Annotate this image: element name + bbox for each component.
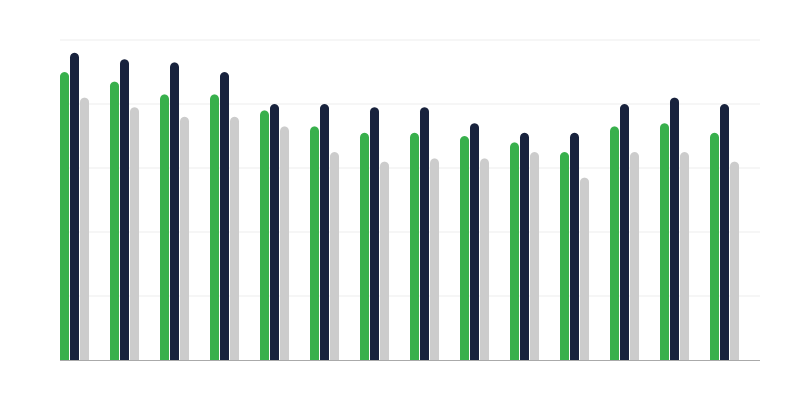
bar-series-1-6 — [310, 126, 319, 360]
bar-series-2-6 — [320, 104, 329, 360]
bar-series-3-14 — [730, 161, 739, 360]
bar-series-1-5 — [260, 110, 269, 360]
bar-series-2-10 — [520, 132, 529, 360]
bar-series-1-9 — [460, 136, 469, 360]
bar-series-2-5 — [270, 104, 279, 360]
bar-series-1-13 — [660, 123, 669, 360]
bar-series-1-3 — [160, 94, 169, 361]
bar-series-3-11 — [580, 177, 589, 360]
bar-series-3-9 — [480, 158, 489, 360]
bar-series-3-6 — [330, 152, 339, 360]
bar-series-2-3 — [170, 62, 179, 361]
bar-series-1-4 — [210, 94, 219, 361]
bar-series-2-13 — [670, 97, 679, 360]
bar-series-2-2 — [120, 59, 129, 360]
bar-series-2-4 — [220, 72, 229, 360]
bar-series-1-11 — [560, 152, 569, 360]
bar-series-2-12 — [620, 104, 629, 360]
bar-series-3-13 — [680, 152, 689, 360]
bar-series-1-8 — [410, 132, 419, 360]
bar-series-2-7 — [370, 107, 379, 360]
bar-series-3-1 — [80, 97, 89, 360]
bar-series-3-4 — [230, 116, 239, 360]
bar-series-3-7 — [380, 161, 389, 360]
bar-series-3-5 — [280, 126, 289, 360]
bar-series-3-12 — [630, 152, 639, 360]
bar-series-1-1 — [60, 72, 69, 360]
bar-series-1-7 — [360, 132, 369, 360]
bar-series-1-12 — [610, 126, 619, 360]
bar-series-2-11 — [570, 132, 579, 360]
bar-series-3-2 — [130, 107, 139, 360]
bar-series-2-8 — [420, 107, 429, 360]
bar-series-3-10 — [530, 152, 539, 360]
bar-series-1-10 — [510, 142, 519, 360]
bar-series-2-14 — [720, 104, 729, 360]
bar-series-3-8 — [430, 158, 439, 360]
bar-series-3-3 — [180, 116, 189, 360]
bar-series-2-9 — [470, 123, 479, 360]
bar-series-1-2 — [110, 81, 119, 360]
bar-series-1-14 — [710, 132, 719, 360]
bar-series-2-1 — [70, 52, 79, 361]
